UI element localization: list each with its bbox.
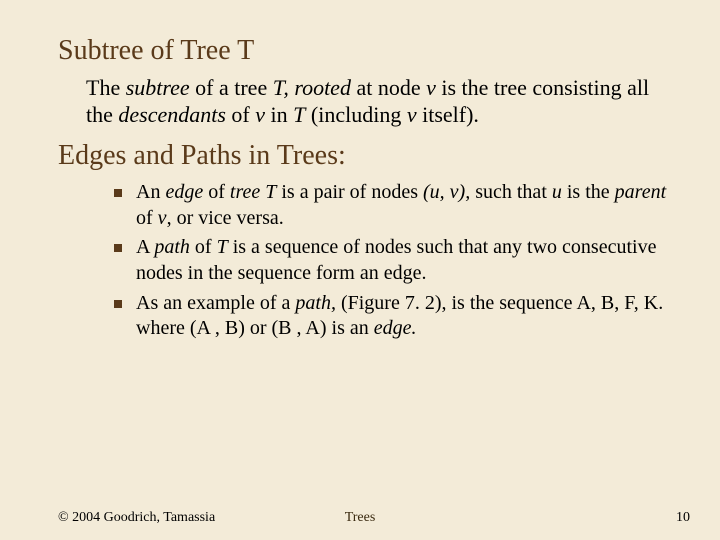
subtree-definition: The subtree of a tree T, rooted at node … [86, 74, 672, 129]
square-bullet-icon [114, 189, 122, 197]
bullet-text: An edge of tree T is a pair of nodes (u,… [136, 180, 672, 231]
bullet-text: A path of T is a sequence of nodes such … [136, 235, 672, 286]
heading-subtree: Subtree of Tree T [58, 34, 672, 68]
footer-page-number: 10 [676, 510, 690, 526]
heading-edges-paths: Edges and Paths in Trees: [58, 139, 672, 173]
list-item: A path of T is a sequence of nodes such … [114, 235, 672, 286]
list-item: As an example of a path, (Figure 7. 2), … [114, 291, 672, 342]
square-bullet-icon [114, 300, 122, 308]
bullet-list: An edge of tree T is a pair of nodes (u,… [114, 180, 672, 342]
bullet-text: As an example of a path, (Figure 7. 2), … [136, 291, 672, 342]
slide: Subtree of Tree T The subtree of a tree … [0, 0, 720, 540]
footer-title: Trees [0, 510, 720, 526]
square-bullet-icon [114, 244, 122, 252]
list-item: An edge of tree T is a pair of nodes (u,… [114, 180, 672, 231]
